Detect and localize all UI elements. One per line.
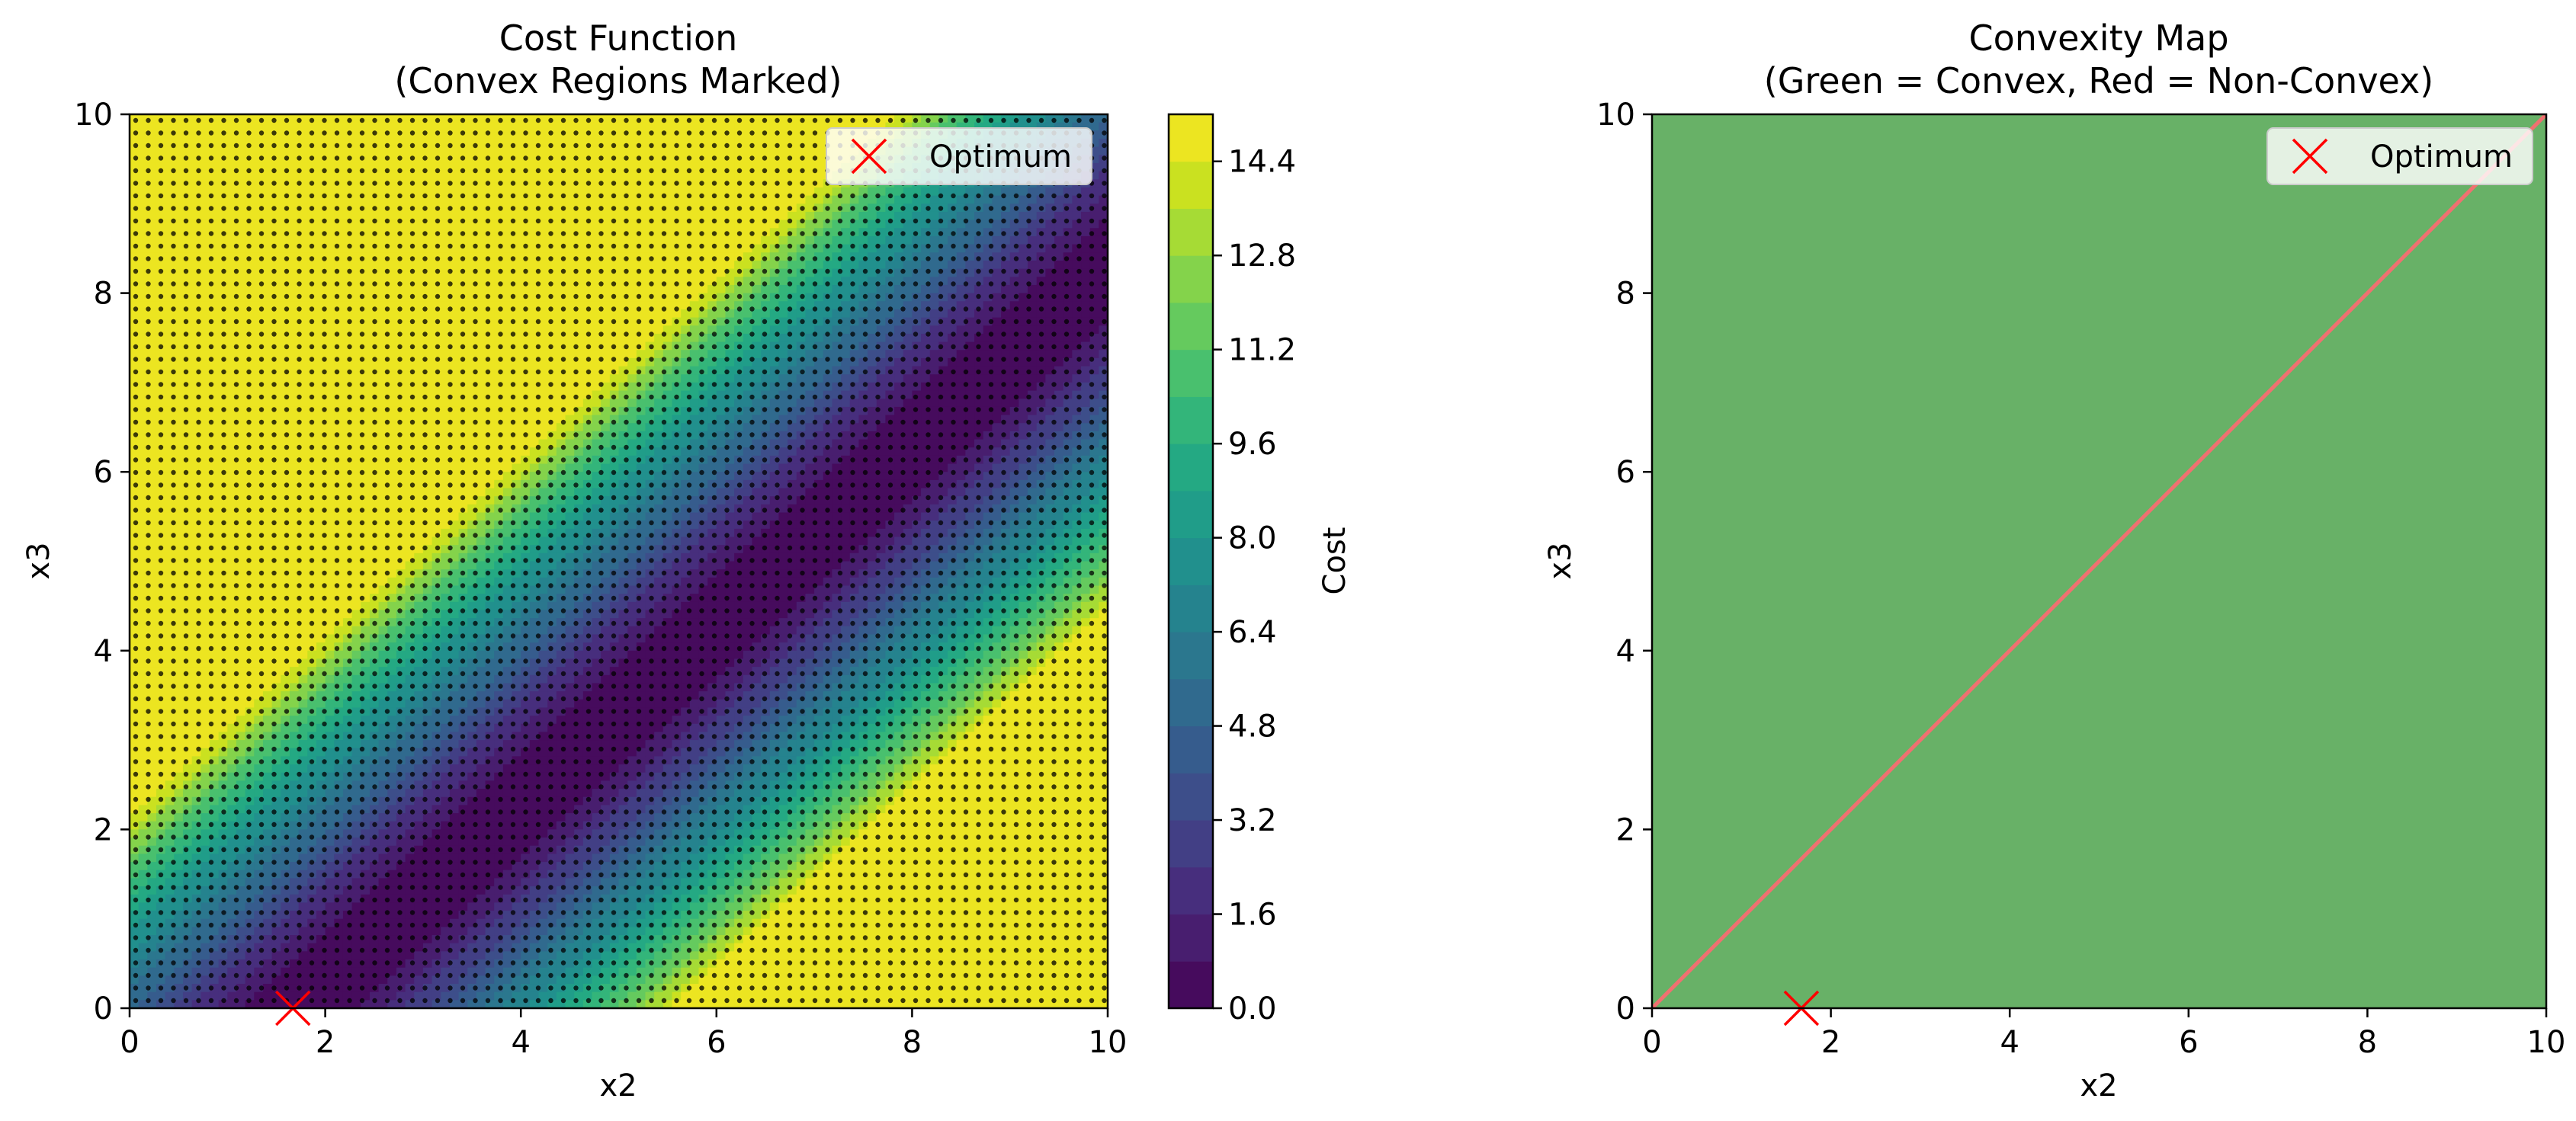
- left-title-line2: (Convex Regions Marked): [394, 60, 842, 101]
- left-title-line1: Cost Function: [499, 18, 738, 59]
